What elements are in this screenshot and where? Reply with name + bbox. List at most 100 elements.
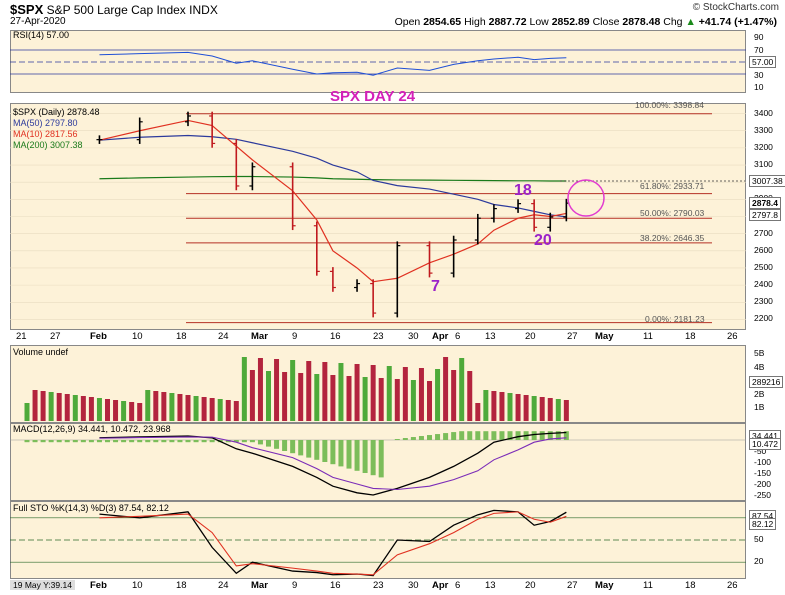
- volume-tick-label: 2B: [754, 388, 765, 399]
- macd-histogram-bar: [330, 440, 336, 465]
- x-tick-label: 9: [292, 331, 298, 342]
- price-tick-label: 2700: [754, 227, 773, 238]
- volume-bar: [282, 372, 288, 421]
- macd-histogram-bar: [370, 440, 376, 476]
- macd-histogram-bar: [64, 440, 70, 443]
- volume-bar: [113, 400, 119, 421]
- macd-histogram-bar: [427, 435, 432, 440]
- macd-histogram-bar: [169, 440, 175, 443]
- volume-bar: [370, 365, 376, 421]
- macd-histogram-bar: [475, 431, 481, 440]
- volume-bar: [32, 390, 38, 421]
- volume-bar: [290, 360, 296, 421]
- volume-bar: [362, 377, 368, 421]
- macd-histogram-bar: [48, 440, 54, 443]
- ma50-line: [99, 134, 567, 218]
- macd-tick-label: -200: [754, 479, 772, 489]
- fib-0-label: 0.00%: 2181.23: [645, 314, 705, 324]
- macd-histogram-bar: [121, 440, 127, 443]
- x-tick-label-bottom: 13: [485, 580, 496, 591]
- price-tick-label: 2300: [754, 296, 773, 307]
- rsi-panel: [10, 30, 746, 93]
- volume-bar: [161, 392, 167, 421]
- price-tick-label: 2400: [754, 279, 773, 290]
- macd-histogram-bar: [555, 431, 561, 440]
- macd-legend: MACD(12,26,9) 34.441, 10.472, 23.968: [13, 424, 171, 434]
- volume-bar: [209, 398, 215, 421]
- x-tick-label: 11: [643, 331, 653, 342]
- symbol: $SPX: [10, 2, 44, 17]
- x-tick-label-bottom: Apr: [432, 580, 449, 591]
- high-value: 2887.72: [488, 16, 527, 28]
- macd-histogram-bar: [113, 440, 119, 443]
- volume-bar: [435, 369, 441, 421]
- volume-bar: [539, 397, 545, 421]
- volume-bar: [145, 390, 151, 421]
- macd-histogram-bar: [402, 438, 408, 440]
- price-tick-label: 3300: [754, 124, 773, 135]
- macd-histogram-bar: [547, 431, 553, 440]
- macd-histogram-bar: [209, 440, 215, 443]
- x-tick-label-bottom: 20: [525, 580, 536, 591]
- macd-histogram-bar: [418, 436, 424, 440]
- macd-histogram-bar: [362, 440, 368, 473]
- x-tick-label: 27: [567, 331, 578, 342]
- sto-k-line: [99, 509, 567, 577]
- volume-bar: [402, 367, 408, 421]
- x-tick-label: 10: [132, 331, 143, 342]
- x-tick-label: 16: [330, 331, 341, 342]
- volume-bar: [153, 391, 159, 421]
- x-tick-label: Feb: [90, 331, 107, 342]
- volume-tick-label: 4B: [754, 361, 765, 372]
- macd-histogram-bar: [394, 439, 400, 440]
- macd-histogram-bar: [137, 440, 143, 443]
- x-tick-label: 18: [685, 331, 696, 342]
- open-value: 2854.65: [423, 16, 462, 28]
- volume-bar: [298, 373, 304, 421]
- x-tick-label-bottom: 30: [408, 580, 419, 591]
- x-tick-label-bottom: 10: [132, 580, 143, 591]
- rsi-legend: RSI(14) 57.00: [13, 30, 70, 40]
- volume-bar: [394, 379, 400, 421]
- x-tick-label-bottom: 6: [455, 580, 461, 591]
- volume-bar: [547, 398, 553, 421]
- macd-histogram-bar: [72, 440, 78, 443]
- fib-382-label: 38.20%: 2646.35: [640, 233, 705, 243]
- macd-histogram-bar: [24, 440, 30, 443]
- open-label: Open: [394, 16, 421, 28]
- x-tick-label-bottom: 18: [685, 580, 696, 591]
- volume-bar: [499, 392, 505, 421]
- ma10-legend: MA(10) 2817.56: [13, 129, 78, 139]
- volume-bar: [467, 371, 473, 421]
- fib-618-label: 61.80%: 2933.71: [640, 181, 705, 191]
- macd-histogram-bar: [193, 440, 199, 443]
- macd-histogram-bar: [451, 432, 457, 440]
- count-20-annotation: 20: [534, 232, 552, 249]
- macd-histogram-bar: [531, 431, 537, 440]
- close-label: Close: [592, 16, 620, 28]
- volume-bar: [129, 402, 135, 421]
- price-legend: $SPX (Daily) 2878.48: [13, 107, 100, 117]
- volume-bar: [427, 381, 432, 421]
- volume-bar: [40, 391, 46, 421]
- macd-tick-label: -150: [754, 468, 772, 478]
- rsi-tick-label: 10: [754, 82, 764, 92]
- volume-bar: [451, 370, 457, 421]
- macd-histogram-bar: [443, 433, 449, 440]
- fib-50-label: 50.00%: 2790.03: [640, 208, 705, 218]
- volume-bar: [306, 361, 312, 421]
- macd-histogram-bar: [161, 440, 167, 443]
- macd-histogram-bar: [346, 440, 352, 469]
- volume-bar: [233, 401, 239, 421]
- watermark[interactable]: © StockCharts.com: [692, 2, 779, 13]
- macd-histogram-bar: [145, 440, 151, 443]
- rsi-tick-label: 90: [754, 32, 764, 42]
- macd-histogram-bar: [306, 440, 312, 458]
- close-tag: 2878.4: [749, 197, 781, 209]
- volume-tag: 289216: [749, 376, 784, 388]
- volume-bar: [314, 374, 320, 421]
- ma200-tag: 3007.38: [749, 175, 785, 187]
- volume-bar: [515, 394, 521, 421]
- macd-histogram-bar: [177, 440, 183, 443]
- sto-d-line: [99, 511, 567, 576]
